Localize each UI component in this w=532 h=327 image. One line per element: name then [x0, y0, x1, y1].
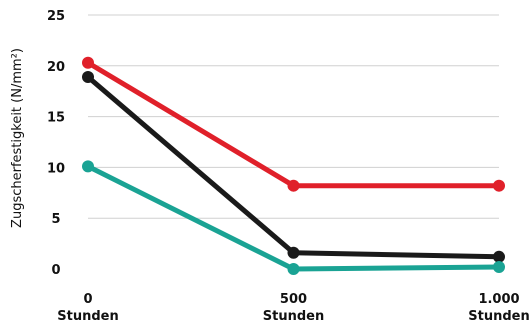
y-tick-label: 5: [51, 212, 60, 227]
y-axis-ticks: 0 5 10 15 20 25: [47, 9, 65, 278]
series-line: [85, 74, 502, 260]
x-tick-unit-label: Stunden: [263, 309, 324, 324]
x-tick-unit-label: Stunden: [468, 309, 529, 324]
data-point: [82, 70, 94, 83]
y-tick-label: 25: [47, 9, 65, 24]
y-axis-label: Zugscherfestigkeit (N/mm²): [10, 48, 25, 228]
series-lines: [82, 56, 505, 275]
x-tick-label: 1.000: [478, 292, 519, 307]
data-point: [287, 263, 300, 275]
data-point: [493, 250, 505, 263]
x-tick-label: 0: [83, 292, 92, 307]
data-point: [287, 179, 300, 192]
grid-lines: [88, 14, 499, 219]
y-tick-label: 20: [47, 60, 65, 75]
data-point: [82, 160, 94, 173]
series-0: [82, 56, 505, 192]
y-tick-label: 0: [51, 263, 60, 278]
data-point: [493, 260, 505, 273]
data-point: [287, 246, 300, 259]
y-tick-label: 10: [47, 161, 65, 176]
data-point: [82, 56, 94, 69]
y-tick-label: 15: [47, 111, 65, 126]
x-tick-label: 500: [280, 292, 307, 307]
series-1: [82, 70, 505, 263]
x-axis-ticks: 0 Stunden 500 Stunden 1.000 Stunden: [57, 292, 529, 324]
x-tick-unit-label: Stunden: [57, 309, 118, 324]
data-point: [493, 179, 505, 192]
series-2: [82, 160, 505, 275]
